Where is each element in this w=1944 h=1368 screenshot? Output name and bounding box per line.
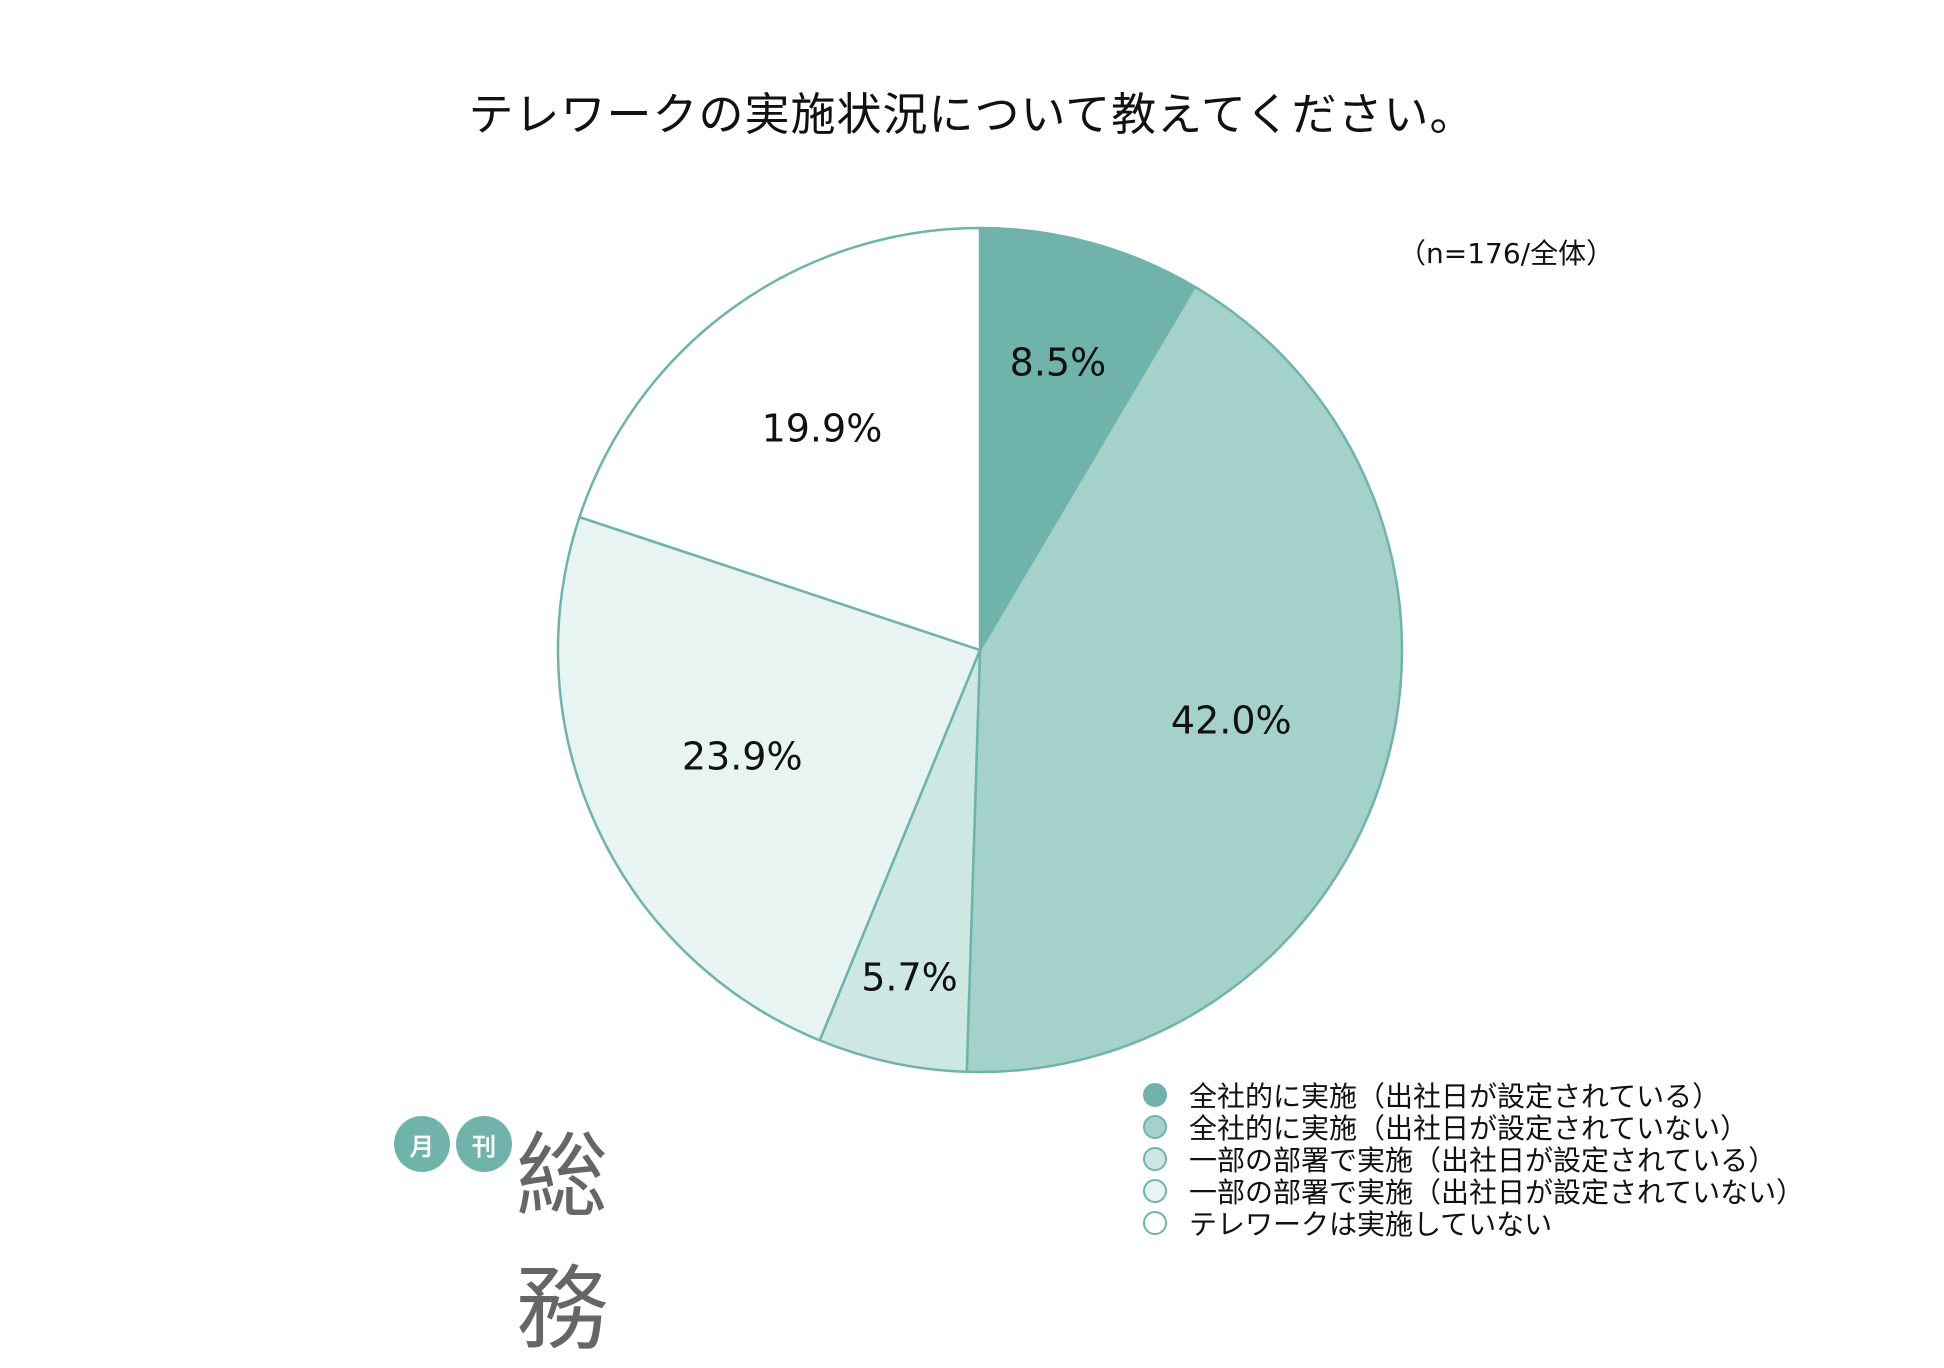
chart-title: テレワークの実施状況について教えてください。 — [468, 88, 1476, 141]
legend-swatch — [1143, 1083, 1167, 1107]
legend-label: テレワークは実施していない — [1189, 1208, 1553, 1241]
legend-swatch — [1143, 1211, 1167, 1235]
slice-value-label: 23.9% — [682, 735, 803, 779]
logo-badge-tsuki: 月 — [394, 1116, 450, 1172]
legend-item: 全社的に実施（出社日が設定されていない） — [1143, 1111, 1804, 1145]
legend-item: 一部の部署で実施（出社日が設定されている） — [1143, 1143, 1804, 1177]
legend-swatch — [1143, 1147, 1167, 1171]
legend-swatch — [1143, 1115, 1167, 1139]
slice-value-label: 42.0% — [1171, 698, 1292, 742]
legend: 全社的に実施（出社日が設定されている） 全社的に実施（出社日が設定されていない）… — [1143, 1079, 1804, 1241]
pie-chart: 8.5% 42.0% 5.7% 23.9% 19.9% — [556, 226, 1404, 1074]
legend-item: 一部の部署で実施（出社日が設定されていない） — [1143, 1175, 1804, 1209]
legend-label: 一部の部署で実施（出社日が設定されている） — [1189, 1144, 1777, 1177]
legend-label: 一部の部署で実施（出社日が設定されていない） — [1189, 1176, 1805, 1209]
sample-size-note: （n=176/全体） — [1398, 237, 1615, 270]
slice-value-label: 19.9% — [762, 407, 883, 451]
slice-value-label: 8.5% — [1010, 341, 1107, 385]
legend-item: 全社的に実施（出社日が設定されている） — [1143, 1079, 1804, 1113]
legend-label: 全社的に実施（出社日が設定されていない） — [1189, 1112, 1749, 1145]
pie-slice — [578, 226, 982, 652]
pie-slice — [965, 285, 1404, 1074]
logo-wordmark: 総務 — [516, 1123, 608, 1363]
legend-swatch — [1143, 1179, 1167, 1203]
pie-slice — [978, 226, 1197, 652]
pie-slice — [818, 648, 982, 1074]
legend-item: テレワークは実施していない — [1143, 1207, 1804, 1241]
legend-label: 全社的に実施（出社日が設定されている） — [1189, 1080, 1721, 1113]
slice-value-label: 5.7% — [861, 956, 958, 1000]
logo-badge-kan: 刊 — [456, 1116, 512, 1172]
pie-slice — [556, 515, 982, 1042]
